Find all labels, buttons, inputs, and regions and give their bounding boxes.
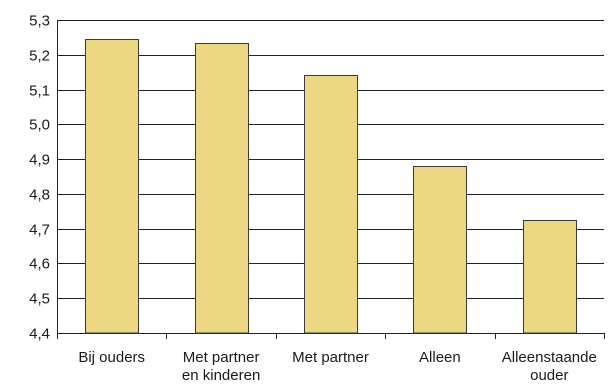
- y-tick-label: 4,4: [29, 326, 50, 343]
- y-tick-label: 4,5: [29, 291, 50, 308]
- x-tick-label: Met partner en kinderen: [182, 349, 260, 384]
- x-tick-label: Met partner: [292, 349, 369, 366]
- bar: [523, 220, 577, 334]
- y-tick-label: 4,6: [29, 256, 50, 273]
- y-tick-label: 4,8: [29, 187, 50, 204]
- bars: [85, 39, 577, 334]
- y-tick-label: 5,0: [29, 117, 50, 134]
- y-tick-labels: 4,4 4,5 4,6 4,7 4,8 4,9 5,0 5,1 5,2 5,3: [29, 13, 50, 343]
- y-tick-label: 4,7: [29, 222, 50, 239]
- bar: [195, 43, 249, 334]
- y-tick-label: 5,2: [29, 48, 50, 65]
- y-tick-label: 5,3: [29, 13, 50, 30]
- x-tick-label: Alleen: [419, 349, 461, 366]
- x-tick-label: Alleenstaande ouder: [502, 349, 597, 384]
- y-tick-label: 5,1: [29, 83, 50, 100]
- y-tick-label: 4,9: [29, 152, 50, 169]
- bar: [304, 75, 358, 334]
- axes: [57, 20, 605, 339]
- x-tick-label: Bij ouders: [78, 349, 145, 366]
- bar: [85, 39, 139, 334]
- bar: [413, 166, 467, 334]
- x-tick-labels: Bij ouders Met partner en kinderen Met part…: [78, 349, 596, 384]
